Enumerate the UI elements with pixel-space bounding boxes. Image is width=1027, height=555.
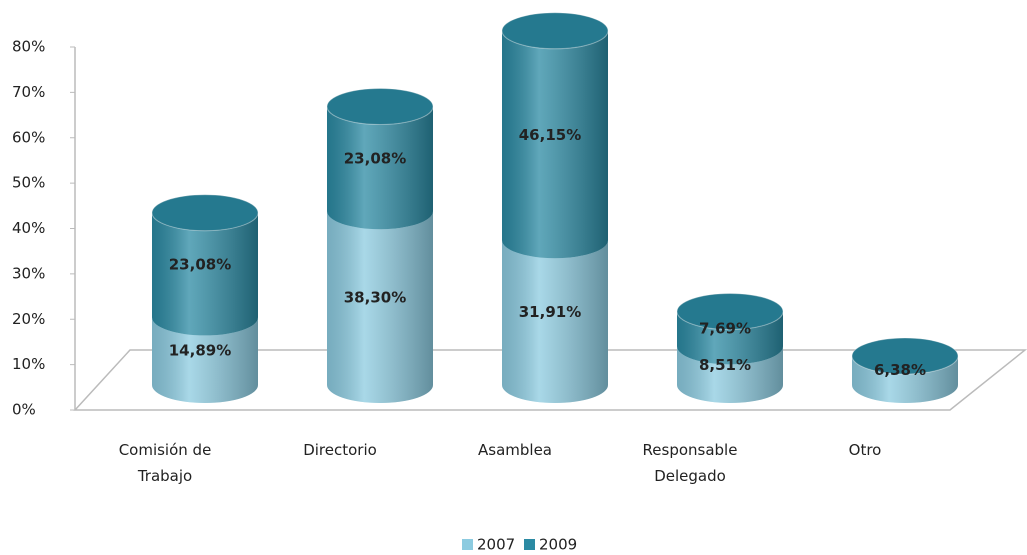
bar-top <box>501 12 609 50</box>
bar-top-shade <box>502 12 608 49</box>
x-tick-label: Asamblea <box>478 441 552 459</box>
bar-top-shade <box>327 88 433 125</box>
bar-top-shade <box>852 338 958 375</box>
value-label: 7,69% <box>699 319 751 337</box>
y-tick-label: 20% <box>12 310 45 328</box>
value-label: 14,89% <box>169 342 231 360</box>
y-tick-label: 40% <box>12 219 45 237</box>
bar-top-shade <box>152 194 258 231</box>
value-label: 8,51% <box>699 356 751 374</box>
bar-shade <box>327 106 433 230</box>
bar-shade <box>677 346 783 403</box>
bar-top-shade <box>677 293 783 330</box>
legend-label: 2009 <box>539 536 577 554</box>
bar-top <box>851 337 959 375</box>
value-label: 6,38% <box>874 361 926 379</box>
bar-top <box>151 194 259 232</box>
value-label: 31,91% <box>519 303 581 321</box>
x-tick-label: Directorio <box>303 441 377 459</box>
floor <box>73 349 1027 411</box>
bar-top <box>326 87 434 125</box>
bar-shade <box>677 311 783 365</box>
bar-shade <box>852 356 958 403</box>
bar-shade <box>327 211 433 403</box>
y-tick-label: 0% <box>12 401 36 419</box>
bar-top <box>676 292 784 330</box>
value-label: 46,15% <box>519 126 581 144</box>
bar-shade <box>502 240 608 403</box>
bar-shade <box>152 212 258 336</box>
y-tick-label: 60% <box>12 128 45 146</box>
value-label: 23,08% <box>344 149 406 167</box>
legend-swatch <box>524 539 535 550</box>
y-tick-label: 30% <box>12 264 45 282</box>
value-label: 23,08% <box>169 256 231 274</box>
x-tick-label: Comisión de Trabajo <box>118 441 212 485</box>
y-tick-label: 50% <box>12 174 45 192</box>
y-tick-label: 70% <box>12 83 45 101</box>
bar-shade <box>152 317 258 403</box>
x-tick-label: Responsable Delegado <box>642 441 738 485</box>
y-tick-label: 80% <box>12 38 45 56</box>
y-tick-label: 10% <box>12 355 45 373</box>
x-tick-label: Otro <box>848 441 882 459</box>
legend-label: 2007 <box>477 536 515 554</box>
bar-shade <box>502 30 608 259</box>
legend-swatch <box>462 539 473 550</box>
value-label: 38,30% <box>344 289 406 307</box>
